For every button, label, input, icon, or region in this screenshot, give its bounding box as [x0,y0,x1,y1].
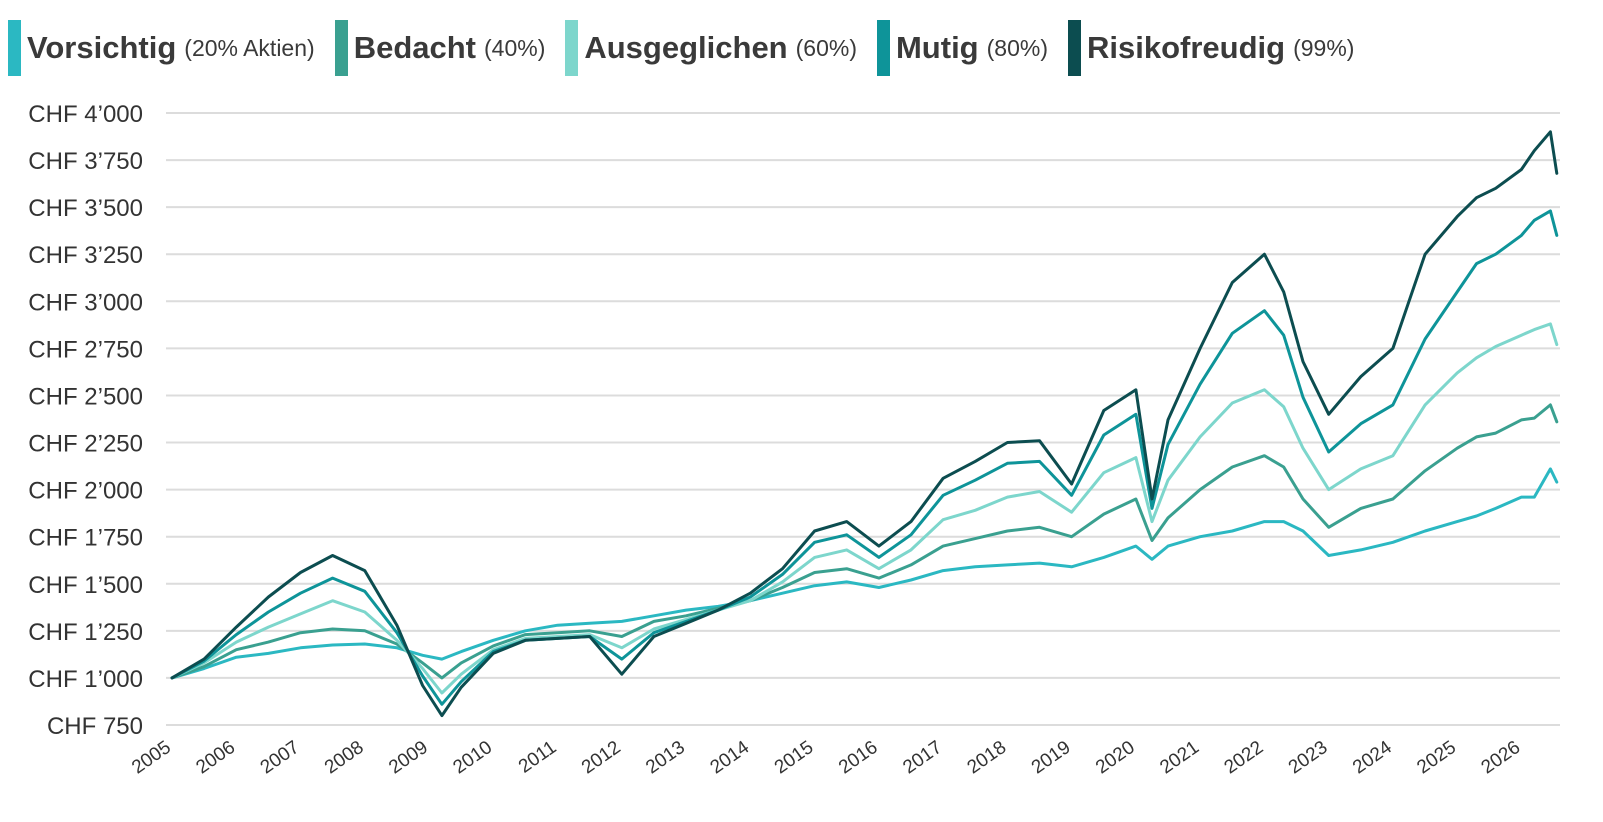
legend-item: Bedacht (40%) [334,20,546,76]
y-tick-label: CHF 3’500 [28,195,143,222]
legend-item: Mutig (80%) [876,20,1048,76]
series-line [170,403,1559,680]
y-tick-label: CHF 3’000 [28,289,143,316]
x-tick-label: 2024 [1349,737,1396,779]
legend-note: (20% Aktien) [184,34,315,61]
x-tick-label: 2017 [899,737,946,778]
legend: Vorsichtig (20% Aktien) Bedacht (40%) Ausgeg… [8,18,1354,78]
y-tick-label: CHF 3’750 [28,148,143,175]
legend-label: Ausgeglichen [584,30,788,65]
grid-lines [166,112,1560,726]
series-line [170,467,1559,680]
legend-label: Mutig [895,30,979,65]
y-tick-label: CHF 2’000 [28,478,143,505]
x-tick-label: 2025 [1413,737,1460,778]
y-tick-label: CHF 750 [47,713,143,740]
legend-item: Risikofreudig (99%) [1067,20,1355,76]
x-tick-label: 2022 [1221,737,1268,778]
x-tick-label: 2009 [385,737,432,778]
legend-label: Vorsichtig [27,30,177,65]
x-tick-label: 2007 [257,737,304,778]
y-tick-label: CHF 1’500 [28,572,143,599]
series-line [170,209,1559,706]
x-tick-label: 2026 [1478,737,1525,778]
legend-swatch [334,20,348,76]
y-axis: CHF 750 CHF 1’000 CHF 1’250 CHF 1’500 CHF 1’… [28,101,143,740]
series-lines [170,130,1559,718]
legend-swatch [1067,20,1081,76]
x-tick-label: 2020 [1092,737,1139,778]
x-tick-label: 2023 [1285,737,1332,778]
legend-note: (80%) [986,34,1048,61]
legend-item: Vorsichtig (20% Aktien) [8,20,315,76]
legend-swatch [565,20,579,76]
y-tick-label: CHF 2’750 [28,336,143,363]
y-tick-label: CHF 1’250 [28,619,143,646]
y-tick-label: CHF 1’000 [28,666,143,693]
y-tick-label: CHF 4’000 [28,101,143,128]
x-tick-label: 2013 [642,737,689,778]
x-tick-label: 2021 [1156,737,1203,778]
legend-label: Bedacht [353,30,476,65]
series-line [170,130,1559,718]
x-tick-label: 2008 [321,737,368,778]
y-tick-label: CHF 2’500 [28,383,143,410]
y-tick-label: CHF 2’250 [28,431,143,458]
legend-swatch [8,20,21,76]
x-tick-label: 2018 [964,737,1011,778]
legend-note: (40%) [484,34,546,61]
x-tick-label: 2005 [128,737,175,778]
legend-note: (60%) [795,34,857,61]
x-tick-label: 2006 [192,737,239,778]
x-tick-label: 2014 [707,737,754,779]
x-tick-label: 2016 [835,737,882,778]
x-tick-label: 2012 [578,737,625,778]
legend-note: (99%) [1293,34,1355,61]
y-tick-label: CHF 1’750 [28,525,143,552]
x-tick-label: 2011 [515,737,561,778]
y-tick-label: CHF 3’250 [28,242,143,269]
x-tick-label: 2015 [771,737,818,778]
x-axis: 2005 2006 2007 2008 2009 2010 2011 2012 2013 2014… [128,737,1524,779]
legend-label: Risikofreudig [1086,30,1286,65]
legend-swatch [876,20,890,76]
legend-item: Ausgeglichen (60%) [565,20,857,76]
x-tick-label: 2010 [449,737,496,778]
series-line [170,322,1559,695]
x-tick-label: 2019 [1028,737,1075,778]
